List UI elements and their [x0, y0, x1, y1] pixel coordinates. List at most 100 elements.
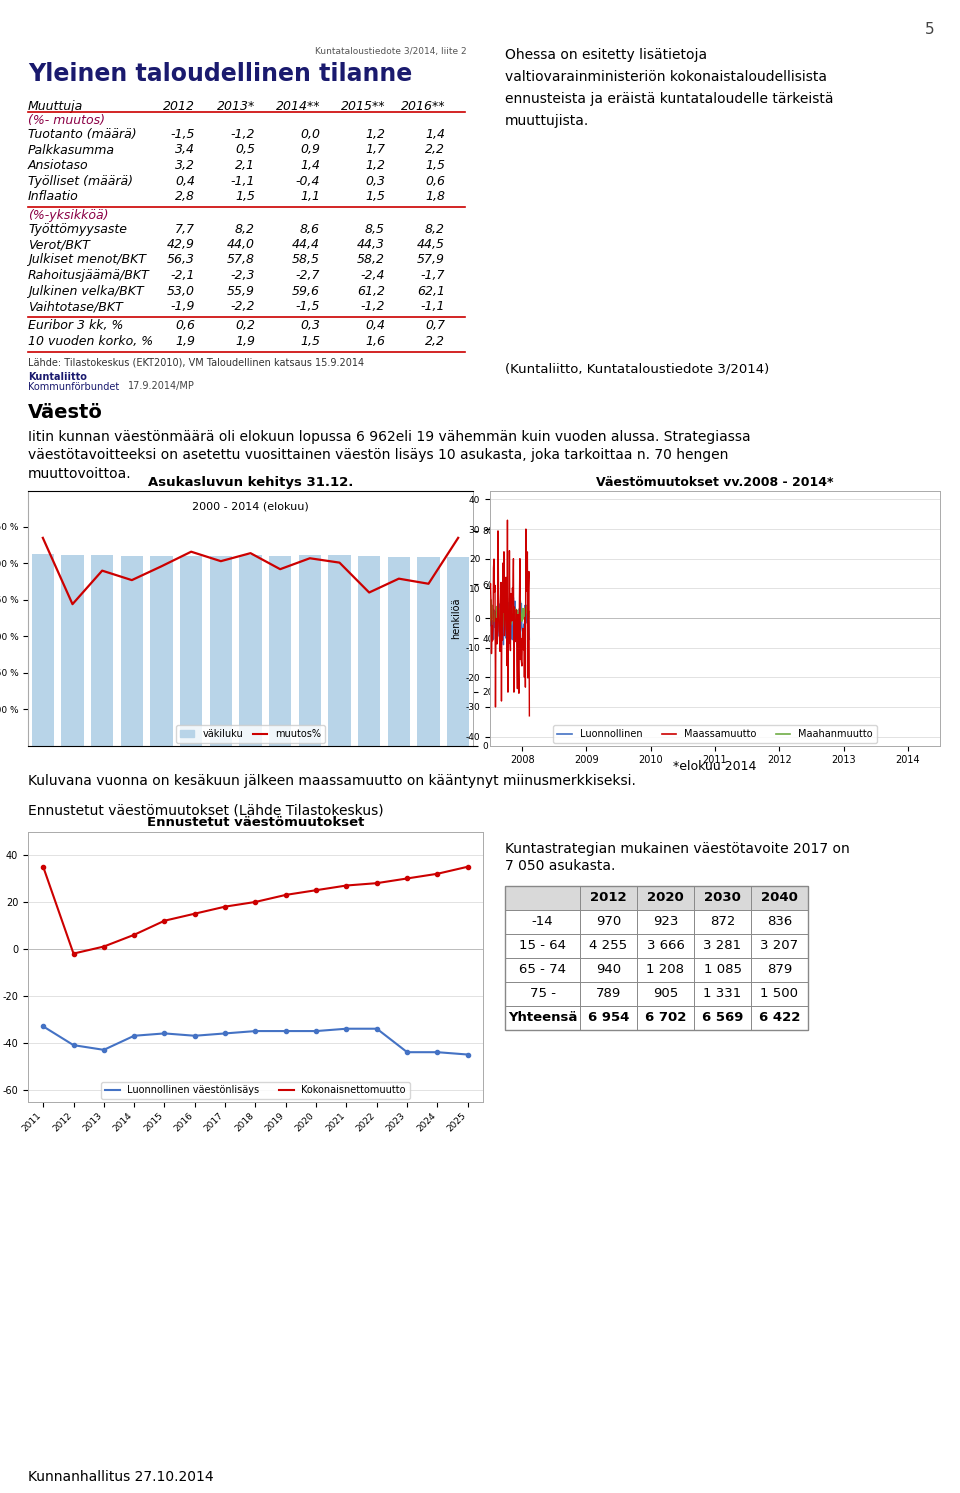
- Text: Työlliset (määrä): Työlliset (määrä): [28, 175, 133, 188]
- Text: 57,9: 57,9: [417, 254, 445, 266]
- Text: Ansiotaso: Ansiotaso: [28, 158, 88, 172]
- Text: Kuluvana vuonna on kesäkuun jälkeen maassamuutto on kääntynyt miinusmerkkiseksi.: Kuluvana vuonna on kesäkuun jälkeen maas…: [28, 773, 636, 787]
- Text: 1,2: 1,2: [365, 128, 385, 140]
- Legend: väkiluku, muutos%: väkiluku, muutos%: [176, 726, 325, 744]
- Text: 44,0: 44,0: [227, 237, 255, 251]
- Text: Tuotanto (määrä): Tuotanto (määrä): [28, 128, 136, 140]
- Text: (%- muutos): (%- muutos): [28, 113, 105, 127]
- Text: 905: 905: [653, 987, 678, 1000]
- Text: 2012: 2012: [163, 100, 195, 113]
- Text: 55,9: 55,9: [227, 285, 255, 297]
- Text: 0,3: 0,3: [300, 320, 320, 333]
- Text: 2013*: 2013*: [217, 100, 255, 113]
- Text: 3,2: 3,2: [175, 158, 195, 172]
- Text: 1,1: 1,1: [300, 190, 320, 203]
- Text: 3 666: 3 666: [647, 939, 684, 953]
- Text: 6 422: 6 422: [758, 1011, 801, 1024]
- Text: Väestö: Väestö: [28, 403, 103, 421]
- Text: 7,7: 7,7: [175, 222, 195, 236]
- Text: 0,4: 0,4: [175, 175, 195, 188]
- Text: Kunnanhallitus 27.10.2014: Kunnanhallitus 27.10.2014: [28, 1471, 214, 1484]
- Text: 57,8: 57,8: [227, 254, 255, 266]
- Text: väestötavoitteeksi on asetettu vuosittainen väestön lisäys 10 asukasta, joka tar: väestötavoitteeksi on asetettu vuosittai…: [28, 448, 729, 463]
- Text: 1,9: 1,9: [175, 334, 195, 348]
- Text: 2,2: 2,2: [425, 143, 445, 157]
- Text: 970: 970: [596, 915, 621, 929]
- Text: 0,2: 0,2: [235, 320, 255, 333]
- Text: 0,0: 0,0: [300, 128, 320, 140]
- Bar: [32, 554, 54, 745]
- Text: 42,9: 42,9: [167, 237, 195, 251]
- Text: Yleinen taloudellinen tilanne: Yleinen taloudellinen tilanne: [28, 63, 412, 87]
- Text: *elokuu 2014: *elokuu 2014: [673, 760, 756, 772]
- Text: 1,4: 1,4: [425, 128, 445, 140]
- Text: 940: 940: [596, 963, 621, 976]
- Text: (Kuntaliitto, Kuntataloustiedote 3/2014): (Kuntaliitto, Kuntataloustiedote 3/2014): [505, 363, 769, 376]
- Text: 44,5: 44,5: [417, 237, 445, 251]
- Text: 44,4: 44,4: [292, 237, 320, 251]
- Text: 59,6: 59,6: [292, 285, 320, 297]
- Text: 0,6: 0,6: [175, 320, 195, 333]
- Text: Työttömyysaste: Työttömyysaste: [28, 222, 127, 236]
- Text: -1,1: -1,1: [230, 175, 255, 188]
- Title: Asukasluvun kehitys 31.12.: Asukasluvun kehitys 31.12.: [148, 476, 353, 490]
- Text: 10 vuoden korko, %: 10 vuoden korko, %: [28, 334, 154, 348]
- Text: -0,4: -0,4: [296, 175, 320, 188]
- Text: 6 702: 6 702: [645, 1011, 686, 1024]
- Text: Ohessa on esitetty lisätietoja: Ohessa on esitetty lisätietoja: [505, 48, 708, 63]
- Bar: [151, 555, 173, 745]
- Legend: Luonnollinen väestönlisäys, Kokonaisnettomuutto: Luonnollinen väestönlisäys, Kokonaisnett…: [101, 1081, 410, 1099]
- Text: Ennustetut väestömuutokset (Lähde Tilastokeskus): Ennustetut väestömuutokset (Lähde Tilast…: [28, 803, 384, 818]
- Text: Kuntastrategian mukainen väestötavoite 2017 on: Kuntastrategian mukainen väestötavoite 2…: [505, 842, 850, 855]
- Text: -1,2: -1,2: [361, 300, 385, 314]
- Text: Kuntaliitto: Kuntaliitto: [28, 372, 86, 382]
- Text: 65 - 74: 65 - 74: [519, 963, 566, 976]
- Text: 1 331: 1 331: [704, 987, 742, 1000]
- Text: -1,2: -1,2: [230, 128, 255, 140]
- Bar: [61, 555, 84, 745]
- Text: Inflaatio: Inflaatio: [28, 190, 79, 203]
- Text: 8,6: 8,6: [300, 222, 320, 236]
- Text: 6 954: 6 954: [588, 1011, 629, 1024]
- Text: -1,5: -1,5: [296, 300, 320, 314]
- Text: 1 085: 1 085: [704, 963, 741, 976]
- Text: -2,2: -2,2: [230, 300, 255, 314]
- Text: 5: 5: [925, 22, 935, 37]
- Text: 3 281: 3 281: [704, 939, 741, 953]
- Text: 1,5: 1,5: [365, 190, 385, 203]
- Bar: [358, 555, 380, 745]
- Text: Muuttuja: Muuttuja: [28, 100, 84, 113]
- Text: Euribor 3 kk, %: Euribor 3 kk, %: [28, 320, 124, 333]
- Bar: [239, 555, 262, 745]
- Legend: Luonnollinen, Maassamuutto, Maahanmuutto: Luonnollinen, Maassamuutto, Maahanmuutto: [553, 726, 876, 744]
- Text: 1 500: 1 500: [760, 987, 799, 1000]
- Text: 0,6: 0,6: [425, 175, 445, 188]
- Text: ennusteista ja eräistä kuntataloudelle tärkeistä: ennusteista ja eräistä kuntataloudelle t…: [505, 93, 833, 106]
- Text: 1,9: 1,9: [235, 334, 255, 348]
- Bar: [91, 555, 113, 745]
- Bar: [121, 555, 143, 745]
- Bar: [505, 885, 808, 1030]
- Text: 1,5: 1,5: [300, 334, 320, 348]
- Text: (%-yksikköä): (%-yksikköä): [28, 209, 108, 221]
- Bar: [209, 555, 232, 745]
- Text: 0,3: 0,3: [365, 175, 385, 188]
- Text: Iitin kunnan väestönmäärä oli elokuun lopussa 6 962eli 19 vähemmän kuin vuoden a: Iitin kunnan väestönmäärä oli elokuun lo…: [28, 430, 751, 445]
- Text: muuttujista.: muuttujista.: [505, 113, 589, 128]
- Text: 2,1: 2,1: [235, 158, 255, 172]
- Text: -1,1: -1,1: [420, 300, 445, 314]
- Text: 923: 923: [653, 915, 678, 929]
- Text: 1 208: 1 208: [646, 963, 684, 976]
- Text: 1,7: 1,7: [365, 143, 385, 157]
- Bar: [180, 555, 203, 745]
- Text: 3 207: 3 207: [760, 939, 799, 953]
- Text: Lähde: Tilastokeskus (EKT2010), VM Taloudellinen katsaus 15.9.2014: Lähde: Tilastokeskus (EKT2010), VM Talou…: [28, 357, 364, 367]
- Text: 2,2: 2,2: [425, 334, 445, 348]
- Text: 1,2: 1,2: [365, 158, 385, 172]
- Text: 61,2: 61,2: [357, 285, 385, 297]
- Text: -1,9: -1,9: [171, 300, 195, 314]
- Text: 2012: 2012: [590, 891, 627, 903]
- Text: 2015**: 2015**: [341, 100, 385, 113]
- Text: Palkkasumma: Palkkasumma: [28, 143, 115, 157]
- Text: 1,6: 1,6: [365, 334, 385, 348]
